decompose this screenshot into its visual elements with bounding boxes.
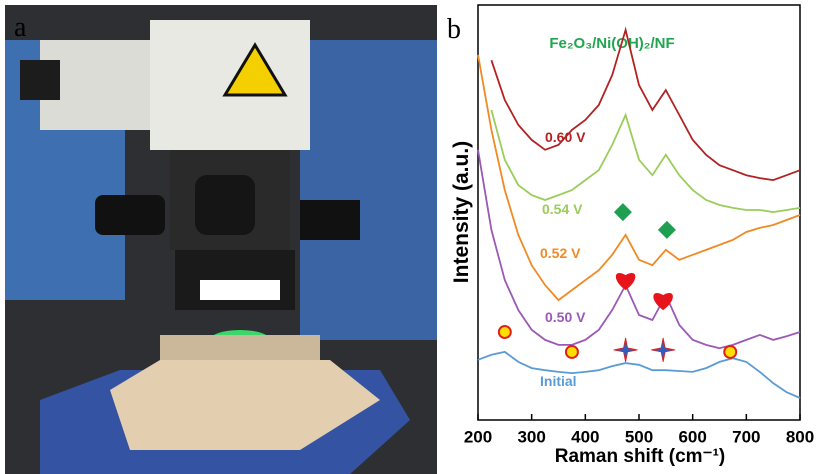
marker bbox=[657, 220, 676, 239]
series-label: 0.54 V bbox=[542, 201, 583, 217]
series-line bbox=[477, 350, 801, 399]
x-axis-label: Raman shift (cm⁻¹) bbox=[555, 446, 726, 467]
series-line bbox=[477, 54, 801, 302]
series-label: 0.52 V bbox=[540, 245, 581, 261]
x-tick-label: 600 bbox=[678, 427, 706, 446]
chart-title: Fe₂O₃/Ni(OH)₂/NF bbox=[549, 35, 674, 52]
x-tick-label: 300 bbox=[517, 427, 545, 446]
x-tick-label: 400 bbox=[571, 427, 599, 446]
y-axis-label: Intensity (a.u.) bbox=[450, 141, 473, 283]
x-tick-label: 200 bbox=[464, 427, 492, 446]
panel-label: a bbox=[14, 12, 27, 43]
series-line bbox=[477, 149, 801, 350]
marker bbox=[615, 273, 636, 291]
plot-frame bbox=[477, 4, 801, 421]
series-label: 0.50 V bbox=[545, 309, 586, 325]
panel-label: b bbox=[447, 14, 461, 45]
series-line bbox=[490, 26, 801, 182]
series-label: Initial bbox=[540, 373, 577, 389]
marker bbox=[564, 344, 579, 359]
marker bbox=[651, 337, 676, 362]
series-label: 0.60 V bbox=[545, 129, 586, 145]
marker bbox=[613, 203, 632, 222]
marker bbox=[723, 344, 738, 359]
series-line bbox=[490, 109, 801, 214]
photo bbox=[5, 5, 437, 474]
marker bbox=[653, 292, 673, 311]
marker bbox=[497, 325, 512, 340]
x-tick-label: 500 bbox=[625, 427, 653, 446]
marker bbox=[613, 337, 638, 362]
x-tick-label: 700 bbox=[732, 427, 760, 446]
x-tick-label: 800 bbox=[786, 427, 814, 446]
